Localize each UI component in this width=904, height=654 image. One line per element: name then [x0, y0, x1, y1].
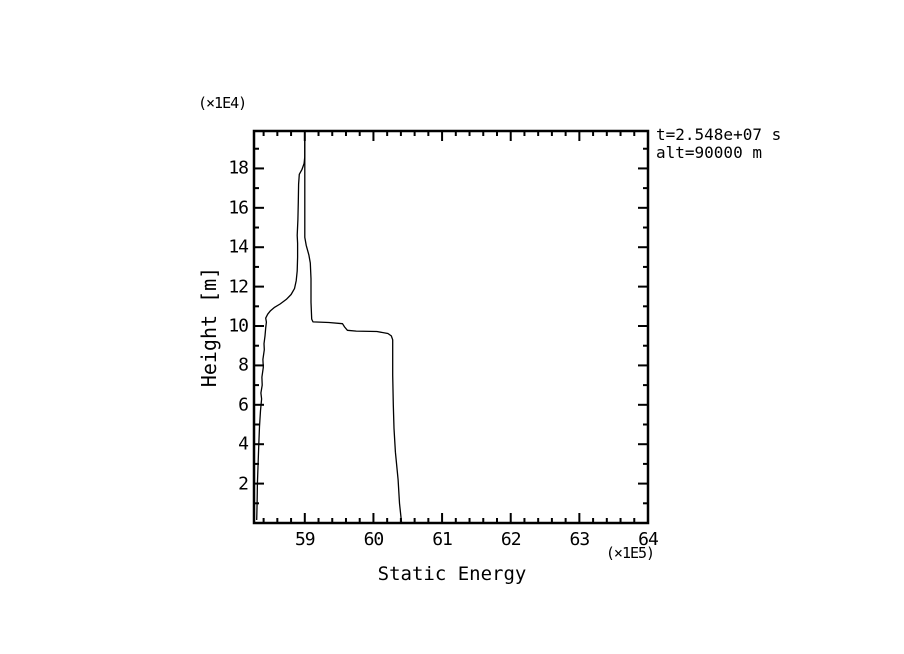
- left-profile-curve: [256, 131, 306, 521]
- annotation-altitude: alt=90000 m: [656, 143, 762, 162]
- x-axis-scale-note: (×1E5): [605, 544, 655, 562]
- y-tick-label: 2: [238, 473, 249, 495]
- y-tick-label: 16: [228, 197, 249, 219]
- x-tick-label: 63: [569, 529, 591, 550]
- x-tick-label: 62: [500, 529, 522, 550]
- annotation-time: t=2.548e+07 s: [656, 125, 782, 144]
- x-tick-label: 61: [432, 529, 453, 550]
- x-tick-label: 60: [363, 529, 385, 550]
- y-tick-label: 12: [228, 276, 249, 298]
- x-tick-label: 59: [294, 529, 316, 550]
- y-tick-label: 4: [238, 433, 249, 455]
- plot-border: [252, 129, 650, 525]
- x-axis-title: Static Energy: [377, 563, 527, 585]
- y-tick-label: 14: [228, 236, 249, 258]
- y-tick-label: 6: [238, 394, 249, 416]
- y-axis-title: Height [m]: [197, 266, 221, 388]
- y-tick-label: 8: [238, 354, 249, 376]
- y-tick-label: 18: [228, 157, 249, 179]
- y-axis-scale-note: (×1E4): [198, 94, 247, 112]
- y-tick-label: 10: [228, 315, 249, 337]
- static-energy-profile-curve: [304, 131, 403, 524]
- x-tick-label: 64: [638, 529, 659, 550]
